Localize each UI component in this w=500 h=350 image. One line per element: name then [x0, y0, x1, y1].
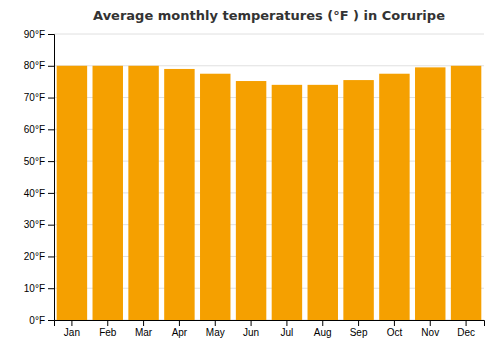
- axis-line: [55, 321, 485, 327]
- bar: [200, 74, 230, 320]
- tick: 0°F: [29, 315, 54, 326]
- tick: 90°F: [24, 29, 54, 40]
- tick-mark: [358, 320, 359, 326]
- tick: 20°F: [24, 251, 54, 262]
- bars: [57, 66, 482, 320]
- tick: Sep: [350, 320, 368, 338]
- tick-mark: [48, 34, 54, 35]
- tick-mark: [48, 193, 54, 194]
- tick-mark: [71, 320, 72, 326]
- bar: [343, 80, 373, 320]
- tick: 70°F: [24, 92, 54, 103]
- bar: [93, 66, 123, 320]
- tick-label: 40°F: [24, 188, 45, 199]
- bar: [379, 74, 409, 320]
- tick: Dec: [457, 320, 475, 338]
- tick: 50°F: [24, 156, 54, 167]
- tick-label: 30°F: [24, 219, 45, 230]
- tick: 40°F: [24, 188, 54, 199]
- plot-area: 0°F 10°F 20°F 30°F 40°F 50°F 60°F 70°F 80°F 90°F J…: [24, 29, 485, 338]
- tick-mark: [48, 66, 54, 67]
- tick-label: 80°F: [24, 60, 45, 71]
- tick-mark: [179, 320, 180, 326]
- tick-mark: [48, 225, 54, 226]
- tick-label: Dec: [457, 327, 475, 338]
- tick-label: Aug: [314, 327, 332, 338]
- tick-label: 60°F: [24, 124, 45, 135]
- tick-label: Feb: [99, 327, 117, 338]
- tick: Mar: [135, 320, 153, 338]
- chart: 0°F 10°F 20°F 30°F 40°F 50°F 60°F 70°F 80°F 90°F J…: [0, 0, 500, 350]
- axis-line: [48, 35, 55, 321]
- tick-label: Mar: [135, 327, 153, 338]
- tick-mark: [286, 320, 287, 326]
- tick: Jun: [243, 320, 259, 338]
- y-axis: 0°F 10°F 20°F 30°F 40°F 50°F 60°F 70°F 80°F 90°F: [24, 29, 55, 326]
- tick: Nov: [421, 320, 439, 338]
- tick-label: 10°F: [24, 283, 45, 294]
- bar: [128, 66, 158, 320]
- tick: Feb: [99, 320, 117, 338]
- tick: Apr: [172, 320, 188, 338]
- grid-line: [54, 34, 484, 35]
- tick-label: 20°F: [24, 251, 45, 262]
- tick-mark: [466, 320, 467, 326]
- tick-mark: [48, 129, 54, 130]
- tick: Jan: [64, 320, 80, 338]
- x-axis: Jan Feb Mar Apr May Jun Jul Aug Sep Oct Nov Dec: [55, 320, 485, 338]
- grid: [54, 34, 484, 320]
- tick-label: 50°F: [24, 156, 45, 167]
- tick-mark: [48, 98, 54, 99]
- tick-label: 70°F: [24, 92, 45, 103]
- tick-label: 0°F: [29, 315, 45, 326]
- tick-mark: [215, 320, 216, 326]
- bar: [272, 85, 302, 320]
- bar: [57, 66, 87, 320]
- tick-mark: [430, 320, 431, 326]
- title: Average monthly temperatures (°F ) in Co…: [93, 8, 445, 23]
- tick: Oct: [387, 320, 403, 338]
- bar: [236, 81, 266, 320]
- tick-mark: [107, 320, 108, 326]
- bar: [415, 67, 445, 320]
- tick-label: Apr: [172, 327, 188, 338]
- tick-mark: [48, 320, 54, 321]
- tick-label: Nov: [421, 327, 439, 338]
- tick-label: Oct: [387, 327, 403, 338]
- tick-label: Jul: [281, 327, 294, 338]
- tick-label: Jan: [64, 327, 80, 338]
- tick-mark: [394, 320, 395, 326]
- tick-label: 90°F: [24, 29, 45, 40]
- tick: Aug: [314, 320, 332, 338]
- tick: Jul: [281, 320, 294, 338]
- tick: 10°F: [24, 283, 54, 294]
- bar: [451, 66, 481, 320]
- tick: 30°F: [24, 219, 54, 230]
- tick: 80°F: [24, 60, 54, 71]
- tick-mark: [48, 256, 54, 257]
- bar: [308, 85, 338, 320]
- tick-label: Jun: [243, 327, 259, 338]
- tick-label: May: [206, 327, 225, 338]
- tick-mark: [322, 320, 323, 326]
- tick-mark: [48, 161, 54, 162]
- tick-mark: [143, 320, 144, 326]
- tick-mark: [251, 320, 252, 326]
- tick-mark: [48, 288, 54, 289]
- tick: May: [206, 320, 225, 338]
- tick-label: Sep: [350, 327, 368, 338]
- bar: [164, 69, 194, 320]
- tick: 60°F: [24, 124, 54, 135]
